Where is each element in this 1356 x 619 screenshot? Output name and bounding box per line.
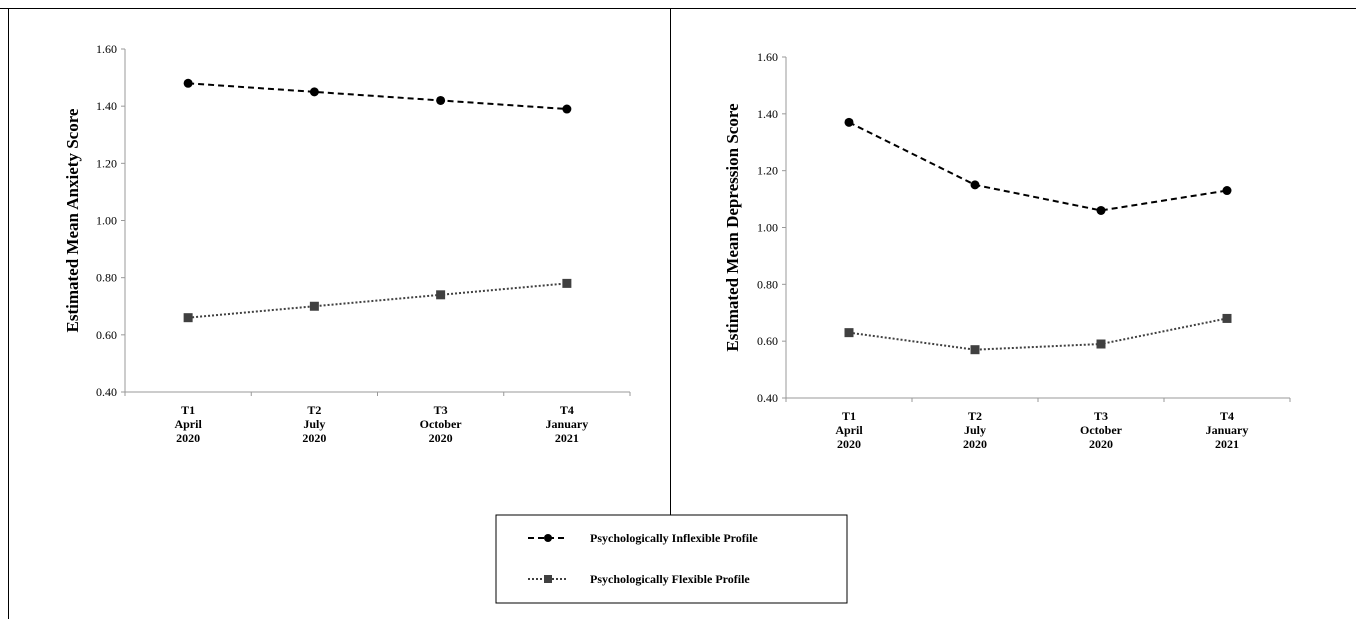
x-category-label: 2020 (429, 431, 453, 445)
y-tick-label: 0.60 (757, 334, 778, 348)
x-category-label: 2021 (555, 431, 579, 445)
legend-item-inflexible: Psychologically Inflexible Profile (528, 531, 758, 545)
y-tick-label: 1.60 (757, 50, 778, 64)
data-point-flexible (562, 278, 572, 288)
x-category-label: T3 (434, 403, 448, 417)
x-category-label: T4 (560, 403, 574, 417)
y-tick-label: 1.40 (757, 107, 778, 121)
data-point-flexible (309, 301, 319, 311)
data-point-inflexible (436, 95, 446, 105)
anxiety-chart: 0.400.600.801.001.201.401.60T1April2020T… (63, 42, 631, 445)
y-tick-label: 0.40 (757, 391, 778, 405)
x-category-label: 2020 (1089, 437, 1113, 451)
x-category-label: T2 (968, 409, 982, 423)
x-category-label: T2 (307, 403, 321, 417)
x-category-label: October (420, 417, 463, 431)
data-point-flexible (183, 313, 193, 323)
x-category-label: 2021 (1215, 437, 1239, 451)
x-category-label: July (303, 417, 325, 431)
legend-marker-square (544, 575, 552, 583)
x-category-label: T1 (842, 409, 856, 423)
x-category-label: 2020 (302, 431, 326, 445)
y-axis-label: Estimated Mean Depression Score (723, 103, 742, 352)
x-category-label: October (1080, 423, 1123, 437)
data-point-inflexible (562, 104, 572, 114)
x-category-label: July (964, 423, 986, 437)
y-tick-label: 1.20 (757, 164, 778, 178)
data-point-flexible (1222, 313, 1232, 323)
data-point-flexible (436, 290, 446, 300)
legend: Psychologically Inflexible Profile Psych… (495, 514, 848, 604)
data-point-inflexible (1222, 186, 1232, 196)
depression-chart: 0.400.600.801.001.201.401.60T1April2020T… (723, 50, 1291, 451)
data-point-flexible (970, 345, 980, 355)
series-line-flexible (188, 282, 567, 319)
y-tick-label: 0.80 (96, 271, 117, 285)
data-point-inflexible (183, 78, 193, 88)
data-point-inflexible (844, 117, 854, 127)
legend-label-flexible: Psychologically Flexible Profile (590, 572, 750, 586)
y-tick-label: 1.00 (757, 221, 778, 235)
y-tick-label: 0.80 (757, 277, 778, 291)
x-category-label: 2020 (963, 437, 987, 451)
data-point-flexible (844, 328, 854, 338)
y-tick-label: 1.20 (96, 156, 117, 170)
series-line-flexible (848, 317, 1228, 351)
legend-label-inflexible: Psychologically Inflexible Profile (590, 531, 758, 545)
x-category-label: T1 (181, 403, 195, 417)
x-category-label: 2020 (176, 431, 200, 445)
x-category-label: January (546, 417, 589, 431)
y-tick-label: 1.60 (96, 42, 117, 56)
data-point-inflexible (309, 87, 319, 97)
legend-marker-circle (544, 534, 552, 542)
y-axis-label: Estimated Mean Anxiety Score (63, 108, 82, 332)
y-tick-label: 1.40 (96, 99, 117, 113)
legend-item-flexible: Psychologically Flexible Profile (528, 572, 750, 586)
legend-box (495, 514, 848, 604)
x-category-label: 2020 (837, 437, 861, 451)
data-point-inflexible (1096, 205, 1106, 215)
y-tick-label: 0.60 (96, 328, 117, 342)
x-category-label: January (1206, 423, 1249, 437)
data-point-inflexible (970, 180, 980, 190)
data-point-flexible (1096, 339, 1106, 349)
x-category-label: April (174, 417, 202, 431)
x-category-label: T4 (1220, 409, 1234, 423)
y-tick-label: 0.40 (96, 385, 117, 399)
y-tick-label: 1.00 (96, 214, 117, 228)
series-line-inflexible (188, 82, 567, 111)
x-category-label: T3 (1094, 409, 1108, 423)
series-line-inflexible (848, 121, 1228, 212)
x-category-label: April (835, 423, 863, 437)
